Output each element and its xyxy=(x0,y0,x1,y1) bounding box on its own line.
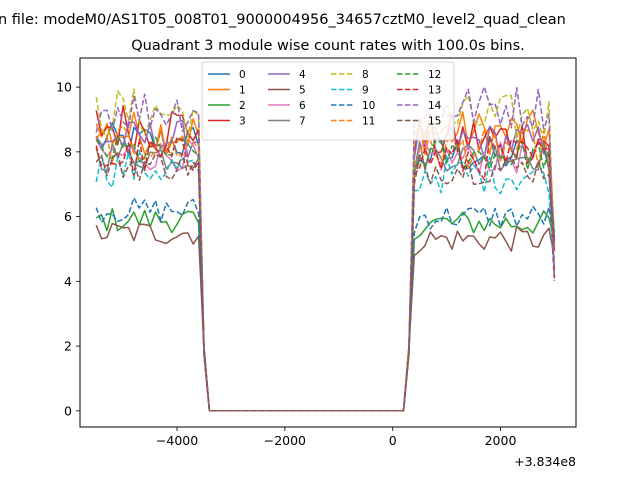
series-line-7 xyxy=(95,140,556,412)
legend-label: 4 xyxy=(299,69,306,81)
series-line-5 xyxy=(95,222,556,412)
legend-label: 0 xyxy=(239,69,246,81)
legend-label: 11 xyxy=(362,116,375,128)
legend-label: 7 xyxy=(299,116,306,128)
series-line-13 xyxy=(95,136,556,412)
series-line-6 xyxy=(95,138,556,412)
legend-label: 5 xyxy=(299,85,306,97)
x-tick-label: 2000 xyxy=(485,433,517,448)
y-tick-label: 6 xyxy=(64,209,72,224)
x-tick-label: −2000 xyxy=(264,433,306,448)
legend-label: 9 xyxy=(362,85,369,97)
series-line-2 xyxy=(95,207,556,412)
legend-label: 13 xyxy=(428,85,441,97)
y-tick-label: 4 xyxy=(64,274,72,289)
series-line-12 xyxy=(95,136,556,412)
legend-label: 10 xyxy=(362,100,375,112)
y-axis: 0 2 4 6 8 10 xyxy=(56,80,80,418)
x-tick-label: −4000 xyxy=(156,433,198,448)
series-line-9 xyxy=(95,149,556,412)
y-tick-label: 0 xyxy=(64,403,72,418)
y-tick-label: 2 xyxy=(64,339,72,354)
legend-label: 2 xyxy=(239,100,246,112)
series-line-8 xyxy=(95,88,556,412)
figure-suptitle: n file: modeM0/AS1T05_008T01_9000004956_… xyxy=(0,12,566,28)
y-tick-label: 10 xyxy=(56,80,72,95)
series-line-10 xyxy=(95,197,556,412)
x-axis: −4000 −2000 0 2000 xyxy=(156,427,517,448)
legend-label: 12 xyxy=(428,69,441,81)
x-tick-label: 0 xyxy=(389,433,397,448)
x-offset-label: +3.834e8 xyxy=(514,454,576,469)
legend-box xyxy=(201,61,455,141)
chart-title: Quadrant 3 module wise count rates with … xyxy=(131,38,525,54)
legend-label: 3 xyxy=(239,116,246,128)
legend-label: 14 xyxy=(428,100,442,112)
y-tick-label: 8 xyxy=(64,144,72,159)
legend-label: 1 xyxy=(239,85,246,97)
plot-frame xyxy=(79,57,577,428)
legend-label: 15 xyxy=(428,116,441,128)
legend-label: 8 xyxy=(362,69,369,81)
legend-label: 6 xyxy=(299,100,306,112)
series-line-15 xyxy=(95,151,556,412)
